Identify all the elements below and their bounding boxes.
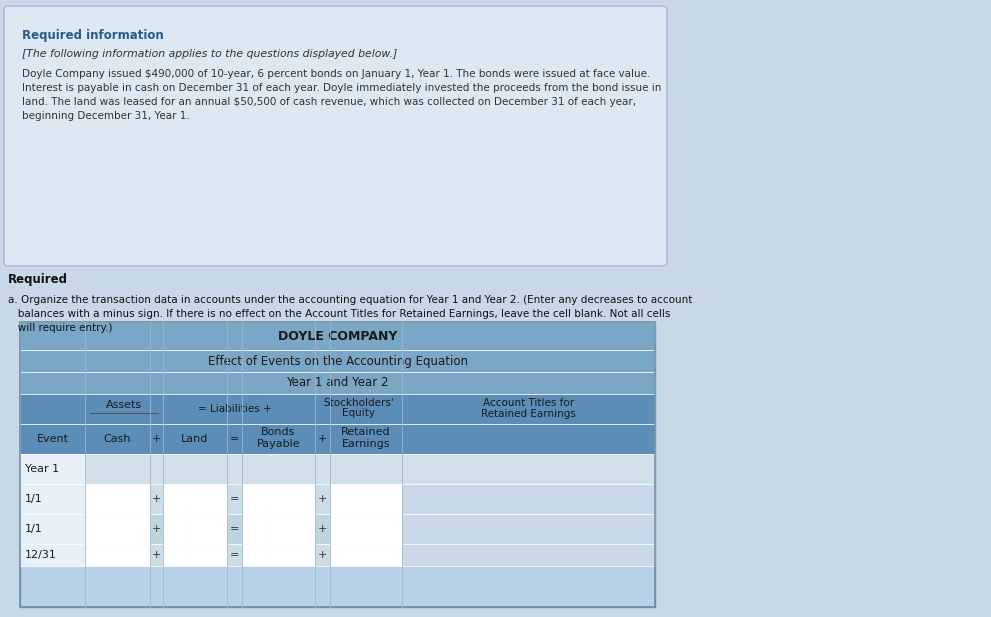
- Text: [The following information applies to the questions displayed below.]: [The following information applies to th…: [22, 49, 397, 59]
- Bar: [20, 484, 85, 514]
- Text: +: +: [318, 434, 327, 444]
- Text: DOYLE COMPANY: DOYLE COMPANY: [277, 329, 397, 342]
- Bar: [330, 544, 402, 566]
- Bar: [20, 322, 655, 350]
- Bar: [20, 424, 655, 454]
- Bar: [330, 514, 402, 544]
- Bar: [163, 544, 227, 566]
- Bar: [402, 544, 655, 566]
- Bar: [20, 322, 655, 607]
- Bar: [150, 514, 163, 544]
- Bar: [20, 454, 655, 484]
- Text: Retained Earnings: Retained Earnings: [481, 410, 576, 420]
- Text: Year 1 and Year 2: Year 1 and Year 2: [286, 376, 388, 389]
- Bar: [150, 544, 163, 566]
- Text: Assets: Assets: [106, 399, 142, 410]
- Bar: [315, 484, 330, 514]
- Bar: [227, 514, 242, 544]
- Text: Bonds: Bonds: [262, 428, 295, 437]
- Text: Equity: Equity: [342, 408, 375, 418]
- Text: 1/1: 1/1: [25, 494, 43, 504]
- Text: +: +: [152, 550, 162, 560]
- Bar: [242, 544, 315, 566]
- Bar: [20, 454, 85, 484]
- Bar: [242, 484, 315, 514]
- Text: =: =: [230, 524, 239, 534]
- Bar: [402, 484, 655, 514]
- Bar: [227, 544, 242, 566]
- Text: Year 1: Year 1: [25, 464, 59, 474]
- Bar: [20, 544, 85, 566]
- Text: Required information: Required information: [22, 29, 164, 42]
- Bar: [20, 394, 655, 424]
- Bar: [315, 544, 330, 566]
- Text: 1/1: 1/1: [25, 524, 43, 534]
- Bar: [85, 544, 150, 566]
- Text: Payable: Payable: [257, 439, 300, 449]
- Text: +: +: [318, 550, 327, 560]
- Text: Account Titles for: Account Titles for: [483, 398, 574, 408]
- Bar: [242, 514, 315, 544]
- Text: = Liabilities +: = Liabilities +: [197, 404, 272, 414]
- FancyBboxPatch shape: [20, 322, 655, 607]
- Text: +: +: [318, 524, 327, 534]
- FancyBboxPatch shape: [4, 6, 667, 266]
- Bar: [20, 514, 85, 544]
- Bar: [227, 484, 242, 514]
- Text: 12/31: 12/31: [25, 550, 56, 560]
- Bar: [20, 350, 655, 372]
- Bar: [315, 514, 330, 544]
- Bar: [85, 514, 150, 544]
- Text: Retained: Retained: [341, 428, 390, 437]
- Bar: [20, 372, 655, 394]
- Text: =: =: [230, 434, 239, 444]
- Text: Event: Event: [37, 434, 68, 444]
- Text: +: +: [152, 494, 162, 504]
- Text: +: +: [152, 434, 162, 444]
- Bar: [150, 484, 163, 514]
- Text: +: +: [318, 494, 327, 504]
- Text: Doyle Company issued $490,000 of 10-year, 6 percent bonds on January 1, Year 1. : Doyle Company issued $490,000 of 10-year…: [22, 69, 661, 121]
- Text: Stockholders': Stockholders': [323, 398, 393, 408]
- Text: =: =: [230, 550, 239, 560]
- Text: a. Organize the transaction data in accounts under the accounting equation for Y: a. Organize the transaction data in acco…: [8, 295, 693, 333]
- Text: Earnings: Earnings: [342, 439, 390, 449]
- Bar: [163, 514, 227, 544]
- Text: Land: Land: [181, 434, 209, 444]
- Bar: [402, 514, 655, 544]
- Bar: [330, 484, 402, 514]
- Bar: [163, 484, 227, 514]
- Text: Effect of Events on the Accounting Equation: Effect of Events on the Accounting Equat…: [207, 355, 468, 368]
- Text: =: =: [230, 494, 239, 504]
- Text: Cash: Cash: [104, 434, 131, 444]
- Bar: [85, 484, 150, 514]
- Text: Required: Required: [8, 273, 68, 286]
- Text: +: +: [152, 524, 162, 534]
